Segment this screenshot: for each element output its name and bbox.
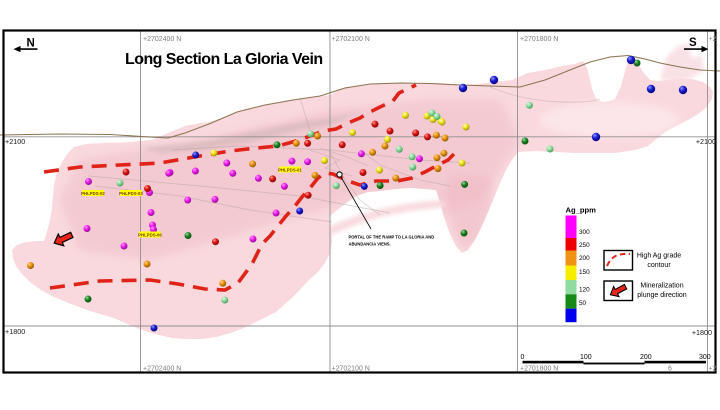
svg-text:Ag_ppm: Ag_ppm [566, 206, 597, 215]
svg-text:+2702100 N: +2702100 N [332, 36, 370, 43]
svg-text:+2: +2 [709, 366, 717, 373]
svg-text:N: N [27, 38, 35, 50]
svg-text:PHLPDS-06: PHLPDS-06 [138, 232, 162, 237]
svg-text:+2: +2 [709, 36, 717, 43]
svg-text:High Ag grade: High Ag grade [637, 253, 681, 260]
svg-text:+2100: +2100 [5, 137, 25, 146]
svg-text:Mineralization: Mineralization [640, 283, 683, 290]
svg-text:plunge direction: plunge direction [637, 292, 687, 299]
svg-text:+1800: +1800 [5, 327, 25, 336]
svg-text:contour: contour [647, 262, 671, 269]
svg-text:200: 200 [579, 255, 590, 262]
svg-text:Long Section La Gloria Vein: Long Section La Gloria Vein [125, 51, 323, 68]
svg-text:+2702100 N: +2702100 N [332, 366, 370, 373]
svg-text:200: 200 [640, 354, 652, 361]
svg-text:0: 0 [521, 354, 525, 361]
svg-text:+2100: +2100 [696, 137, 716, 146]
svg-text:PORTAL OF THE RAMP TO LA GLORI: PORTAL OF THE RAMP TO LA GLORIA AND [349, 235, 435, 240]
svg-text:+2702400 N: +2702400 N [143, 366, 181, 373]
svg-text:+1800: +1800 [692, 328, 712, 337]
svg-text:300: 300 [579, 229, 590, 236]
svg-text:300: 300 [699, 354, 711, 361]
svg-text:120: 120 [579, 287, 590, 294]
svg-text:S: S [689, 37, 697, 49]
svg-text:PHLPDS-03: PHLPDS-03 [119, 191, 143, 196]
svg-text:+2701800 N: +2701800 N [520, 366, 558, 373]
svg-text:250: 250 [579, 242, 590, 249]
svg-text:+2702400 N: +2702400 N [143, 36, 181, 43]
svg-text:50: 50 [579, 300, 587, 307]
svg-text:PHLPDS-01: PHLPDS-01 [278, 167, 302, 172]
svg-text:+2701800 N: +2701800 N [520, 36, 558, 43]
svg-text:100: 100 [580, 354, 592, 361]
svg-text:ABUNDANCIA VIENS.: ABUNDANCIA VIENS. [349, 242, 391, 247]
svg-text:150: 150 [579, 269, 590, 276]
svg-text:PHLPDS-02: PHLPDS-02 [81, 191, 105, 196]
svg-text:6: 6 [668, 366, 672, 373]
